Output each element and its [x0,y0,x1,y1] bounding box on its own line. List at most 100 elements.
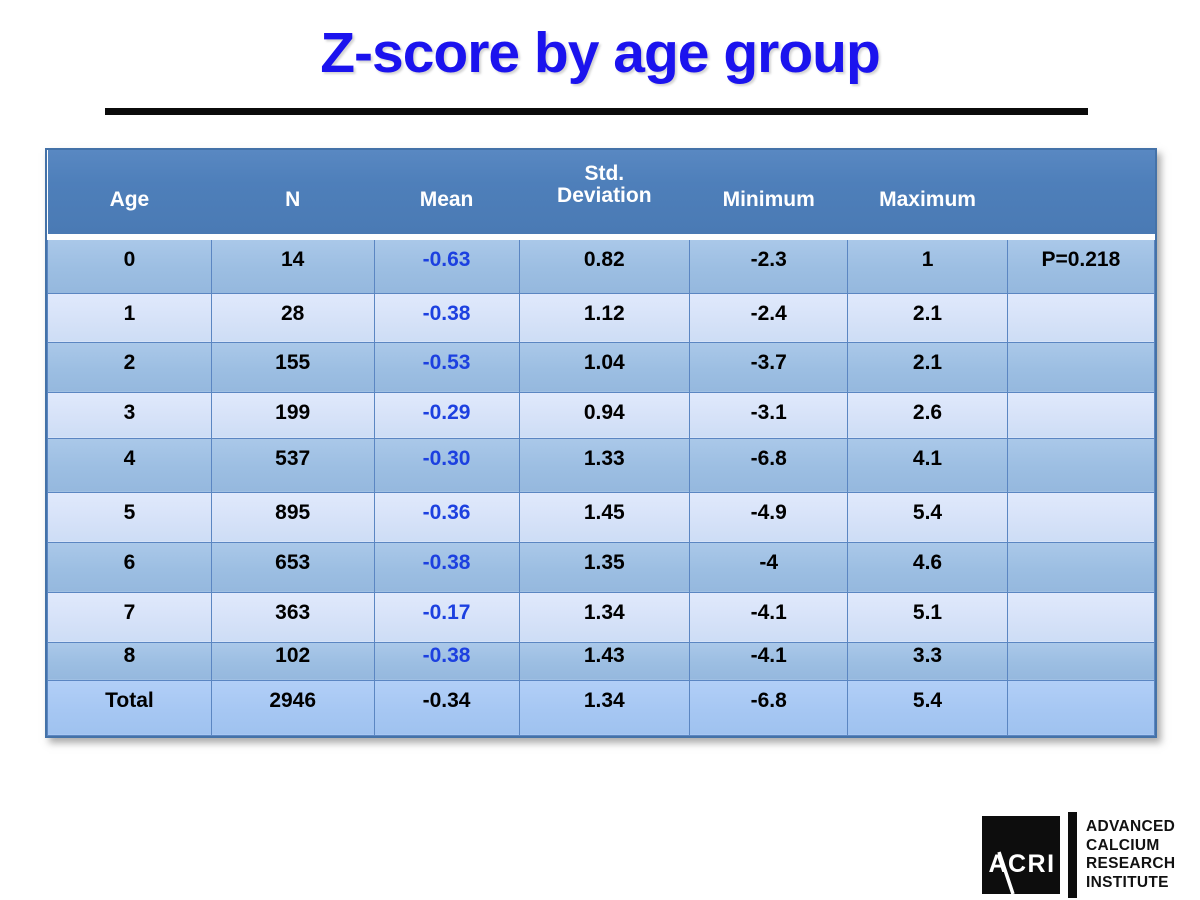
cell-min: -6.8 [689,679,849,736]
cell-empty [1006,641,1156,681]
cell-n: 653 [210,541,375,593]
cell-mean: -0.38 [373,292,520,343]
cell-std: 1.35 [518,541,691,593]
cell-max: 2.1 [847,292,1008,343]
cell-mean: -0.34 [373,679,520,736]
logo-name-line: INSTITUTE [1086,873,1169,891]
title-underline [105,108,1088,115]
cell-mean: -0.17 [373,591,520,643]
cell-min: -2.4 [689,292,849,343]
cell-std: 1.43 [518,641,691,681]
table-row-age-1: 1 28 -0.38 1.12 -2.4 2.1 [47,292,1156,343]
cell-max: 2.6 [847,391,1008,439]
table-row-age-4: 4 537 -0.30 1.33 -6.8 4.1 [47,437,1156,493]
cell-empty [1006,437,1156,493]
cell-empty [1006,541,1156,593]
cell-age: 8 [47,641,212,681]
table-row-total: Total 2946 -0.34 1.34 -6.8 5.4 [47,679,1156,736]
cell-n: 28 [210,292,375,343]
cell-age: 2 [47,341,212,393]
cell-max: 4.6 [847,541,1008,593]
cell-min: -4.9 [689,491,849,543]
cell-min: -3.7 [689,341,849,393]
col-header-minimum: Minimum [689,150,848,240]
table-row-age-8: 8 102 -0.38 1.43 -4.1 3.3 [47,641,1156,681]
cell-mean: -0.29 [373,391,520,439]
col-header-mean: Mean [374,150,520,240]
table-header-row: Age N Mean Std. Deviation Minimum Maximu… [47,150,1155,240]
cell-age: 0 [47,236,212,294]
cell-age: 6 [47,541,212,593]
table-row-age-5: 5 895 -0.36 1.45 -4.9 5.4 [47,491,1156,543]
logo-a-leg-stroke [997,851,1015,894]
acri-logo: ACRI ADVANCED CALCIUM RESEARCH INSTITUTE [982,812,1175,898]
cell-std: 1.34 [518,679,691,736]
zscore-data-table: Age N Mean Std. Deviation Minimum Maximu… [47,150,1156,736]
cell-min: -4.1 [689,591,849,643]
col-header-n: N [211,150,375,240]
col-header-age: Age [47,150,212,240]
cell-mean: -0.38 [373,641,520,681]
cell-max: 3.3 [847,641,1008,681]
cell-max: 5.4 [847,679,1008,736]
cell-n: 14 [210,236,375,294]
cell-empty [1006,341,1156,393]
cell-std: 0.82 [518,236,691,294]
cell-age: 5 [47,491,212,543]
logo-name-line: RESEARCH [1086,855,1176,872]
cell-age: 4 [47,437,212,493]
cell-min: -2.3 [689,236,849,294]
cell-mean: -0.63 [373,236,520,294]
table-row-age-7: 7 363 -0.17 1.34 -4.1 5.1 [47,591,1156,643]
col-header-std-deviation: Std. Deviation [519,150,690,240]
acri-logo-mark: ACRI [982,816,1060,894]
cell-n: 537 [210,437,375,493]
table-row-age-2: 2 155 -0.53 1.04 -3.7 2.1 [47,341,1156,393]
cell-min: -3.1 [689,391,849,439]
logo-name-line: CALCIUM [1086,836,1160,854]
cell-mean: -0.38 [373,541,520,593]
cell-max: 4.1 [847,437,1008,493]
cell-mean: -0.30 [373,437,520,493]
cell-min: -4.1 [689,641,849,681]
cell-n: 199 [210,391,375,439]
cell-max: 1 [847,236,1008,294]
cell-n: 102 [210,641,375,681]
cell-min: -6.8 [689,437,849,493]
logo-divider-bar [1068,812,1077,898]
table-row-age-0: 0 14 -0.63 0.82 -2.3 1 P=0.218 [47,236,1156,294]
page-title: Z-score by age group [320,21,881,85]
cell-age: 1 [47,292,212,343]
cell-age: 7 [47,591,212,643]
cell-n: 155 [210,341,375,393]
cell-empty [1006,292,1156,343]
cell-age: 3 [47,391,212,439]
cell-max: 5.4 [847,491,1008,543]
cell-std: 0.94 [518,391,691,439]
col-header-empty [1007,150,1155,240]
cell-min: -4 [689,541,849,593]
cell-max: 5.1 [847,591,1008,643]
cell-std: 1.33 [518,437,691,493]
logo-institute-name: ADVANCED CALCIUM RESEARCH INSTITUTE [1086,818,1175,892]
cell-empty [1006,491,1156,543]
logo-square [982,816,1060,894]
cell-empty [1006,679,1156,736]
cell-empty [1006,391,1156,439]
cell-max: 2.1 [847,341,1008,393]
cell-age: Total [47,679,212,736]
cell-empty [1006,591,1156,643]
cell-std: 1.04 [518,341,691,393]
cell-std: 1.45 [518,491,691,543]
cell-mean: -0.36 [373,491,520,543]
cell-n: 895 [210,491,375,543]
cell-n: 363 [210,591,375,643]
cell-n: 2946 [210,679,375,736]
cell-mean: -0.53 [373,341,520,393]
col-header-maximum: Maximum [847,150,1008,240]
zscore-table: Age N Mean Std. Deviation Minimum Maximu… [45,148,1157,738]
cell-p-value: P=0.218 [1006,236,1156,294]
logo-name-line: ADVANCED [1086,818,1176,835]
table-row-age-3: 3 199 -0.29 0.94 -3.1 2.6 [47,391,1156,439]
cell-std: 1.12 [518,292,691,343]
